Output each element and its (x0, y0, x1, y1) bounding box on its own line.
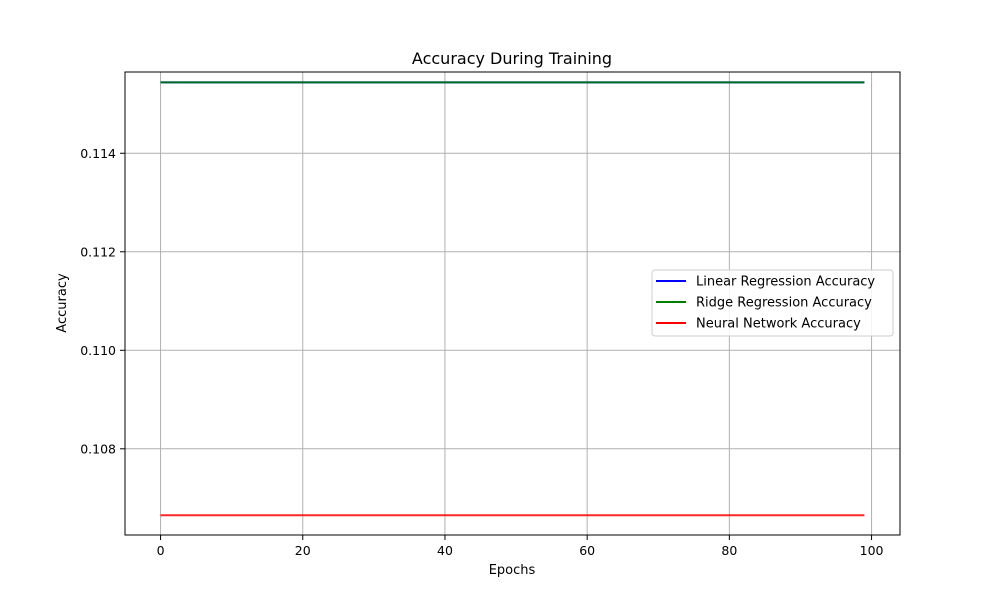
chart-title: Accuracy During Training (412, 49, 612, 68)
x-tick-label: 100 (860, 543, 884, 558)
y-axis-label: Accuracy (55, 273, 70, 333)
y-tick-label: 0.114 (80, 146, 116, 161)
x-axis-label: Epochs (489, 563, 536, 578)
y-tick-label: 0.110 (80, 343, 116, 358)
plot-frame (124, 71, 901, 536)
legend-box (651, 269, 894, 337)
x-tick-label: 80 (721, 543, 737, 558)
legend-label: Ridge Regression Accuracy (696, 296, 872, 311)
legend-label: Neural Network Accuracy (696, 317, 861, 332)
x-tick-label: 0 (157, 543, 165, 558)
series-lines (160, 81, 865, 517)
axis-ticks: 0 20 40 60 80 100 0.108 0.110 0.112 0.114 (80, 146, 883, 558)
legend: Linear Regression Accuracy Ridge Regressi… (651, 269, 894, 337)
legend-label: Linear Regression Accuracy (696, 275, 875, 290)
x-tick-label: 60 (579, 543, 595, 558)
y-tick-label: 0.112 (80, 244, 116, 259)
y-tick-label: 0.108 (80, 441, 116, 456)
x-tick-label: 20 (295, 543, 311, 558)
x-tick-label: 40 (437, 543, 453, 558)
